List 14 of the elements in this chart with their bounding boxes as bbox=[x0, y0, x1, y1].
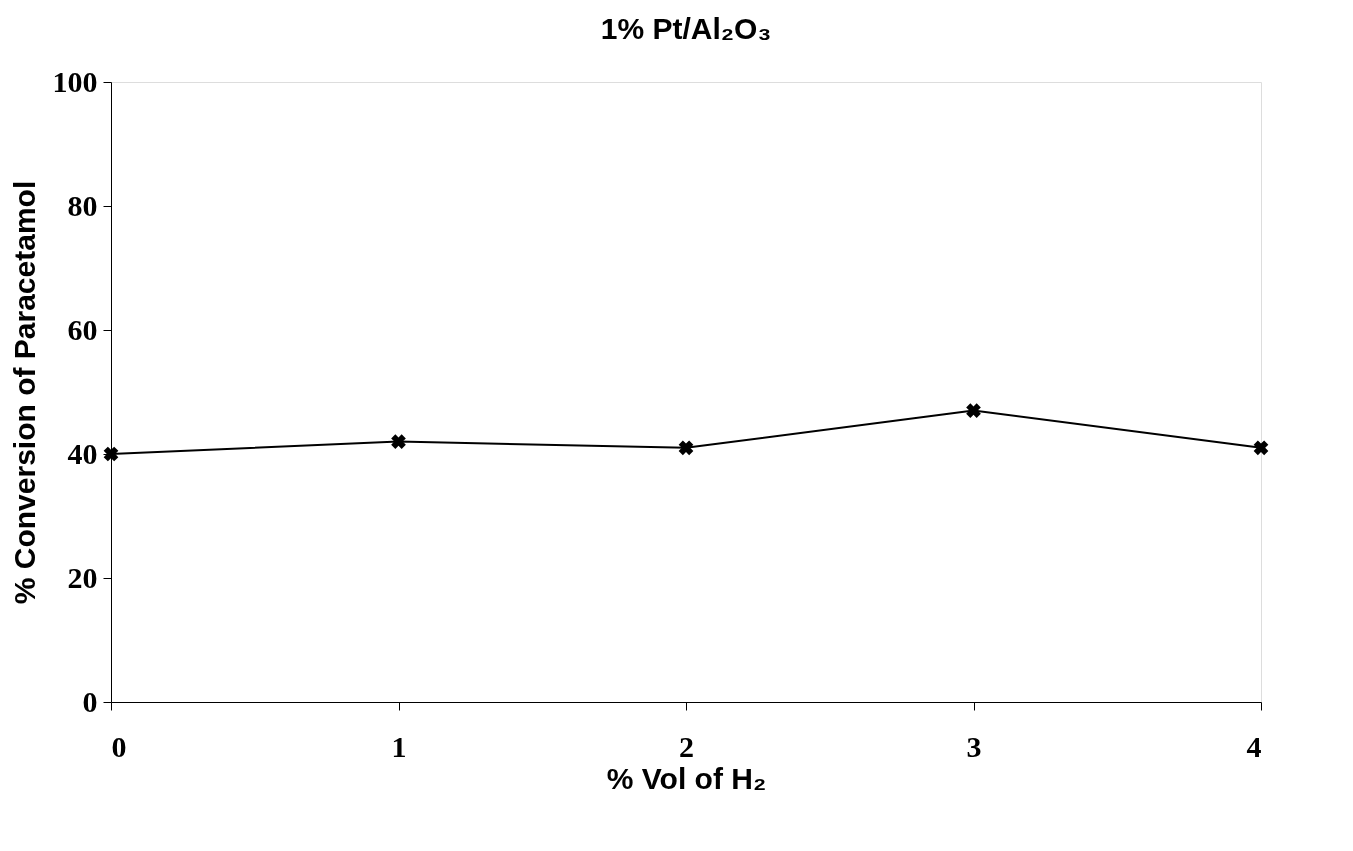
y-tick-label: 20 bbox=[67, 560, 98, 594]
y-tick-label: 40 bbox=[67, 436, 98, 470]
y-tick-label: 80 bbox=[67, 188, 98, 222]
x-tick-label: 1 bbox=[391, 729, 407, 763]
x-tick-label: 0 bbox=[111, 729, 127, 763]
x-tick-label: 4 bbox=[1246, 729, 1262, 763]
chart-title: 1% Pt/Al₂O₃ bbox=[600, 12, 772, 45]
y-axis-title: % Conversion of Paracetamol bbox=[7, 180, 41, 605]
y-tick-label: 0 bbox=[82, 684, 98, 718]
x-axis-title: % Vol of H₂ bbox=[606, 761, 767, 795]
y-tick-label: 100 bbox=[52, 64, 98, 98]
x-tick-label: 2 bbox=[679, 729, 694, 763]
y-tick-label: 60 bbox=[67, 312, 98, 346]
x-tick-label: 3 bbox=[966, 729, 982, 763]
